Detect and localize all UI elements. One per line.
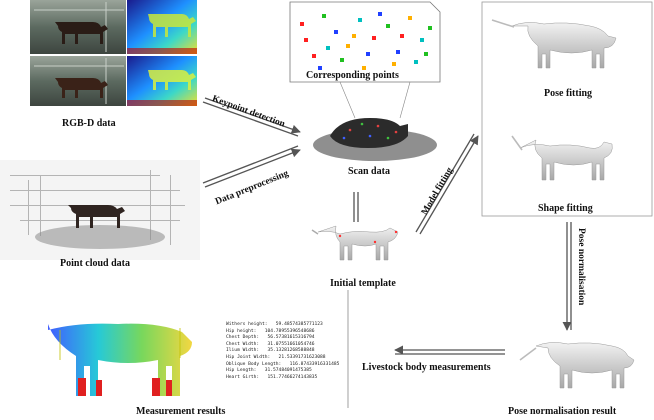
corresponding-point (362, 66, 366, 70)
scan-data-label: Scan data (348, 166, 390, 177)
measurement-line: Oblique Body Length: 116.87433916331485 (226, 361, 340, 367)
initial-template-label: Initial template (330, 278, 396, 289)
arrow-livestock-measurements (394, 345, 505, 355)
measurement-line: Heart Girth: 151.77466274143835 (226, 374, 318, 380)
arrow-pose-normalisation (562, 222, 572, 331)
measurement-line: Hip Length: 31.57484091475385 (226, 368, 312, 374)
corresponding-points-label: Corresponding points (306, 70, 399, 81)
scan-data-image (313, 118, 437, 161)
measurement-line: Withers height: 59.48574385771123 (226, 322, 323, 327)
corresponding-point (326, 46, 330, 50)
measurement-results-label: Measurement results (136, 406, 226, 417)
arrow-keypoint-detection (202, 97, 301, 137)
corresponding-point (334, 30, 338, 34)
corresponding-point (428, 26, 432, 30)
measurement-points-image (48, 323, 192, 396)
arrow-data-preprocessing (202, 145, 301, 188)
rgbd-label: RGB-D data (62, 118, 116, 129)
corresponding-point (414, 60, 418, 64)
initial-template-model (311, 225, 399, 261)
corresponding-point (372, 36, 376, 40)
corresponding-point (408, 16, 412, 20)
corresponding-point (392, 62, 396, 66)
corresponding-point (312, 54, 316, 58)
point-cloud-image (0, 160, 200, 260)
arrow-model-fitting (415, 133, 479, 235)
corresponding-point (396, 50, 400, 54)
corresponding-point (420, 38, 424, 42)
corresponding-point (318, 66, 322, 70)
measurement-line: Chest Width: 31.07551661054746 (226, 341, 315, 347)
corresponding-point (424, 52, 428, 56)
pose-normalisation-result-label: Pose normalisation result (508, 406, 617, 417)
shape-fitting-label: Shape fitting (538, 203, 593, 214)
measurement-line: Hip height: 104.78955396548686 (226, 328, 315, 334)
livestock-measurements-label: Livestock body measurements (362, 362, 491, 373)
measurement-line: Ilium Width: 35.13281268588848 (226, 348, 315, 354)
corresponding-point (386, 24, 390, 28)
corresponding-point (400, 34, 404, 38)
corresponding-points-panel (289, 1, 441, 119)
corresponding-point (378, 12, 382, 16)
corresponding-point (346, 44, 350, 48)
flow-arrows (202, 97, 572, 408)
point-cloud-label: Point cloud data (60, 258, 131, 269)
pose-normalisation-label: Pose normalisation (576, 228, 586, 306)
corresponding-point (304, 38, 308, 42)
corresponding-point (340, 58, 344, 62)
pose-normalisation-result-model (519, 342, 635, 389)
rgbd-panels (30, 0, 197, 106)
fitting-panel (481, 1, 653, 217)
corresponding-point (352, 34, 356, 38)
measurement-line: Hip Joint Width: 21.53391731623088 (226, 354, 326, 360)
arrow-scan-to-template (353, 192, 359, 222)
corresponding-point (366, 52, 370, 56)
corresponding-point (358, 18, 362, 22)
corresponding-point (300, 22, 304, 26)
measurement-values-list: Withers height: 59.48574385771123 Hip he… (226, 322, 339, 381)
corresponding-point (322, 14, 326, 18)
pose-fitting-label: Pose fitting (544, 88, 593, 99)
measurement-line: Chest Depth: 56.57381615316794 (226, 335, 315, 341)
